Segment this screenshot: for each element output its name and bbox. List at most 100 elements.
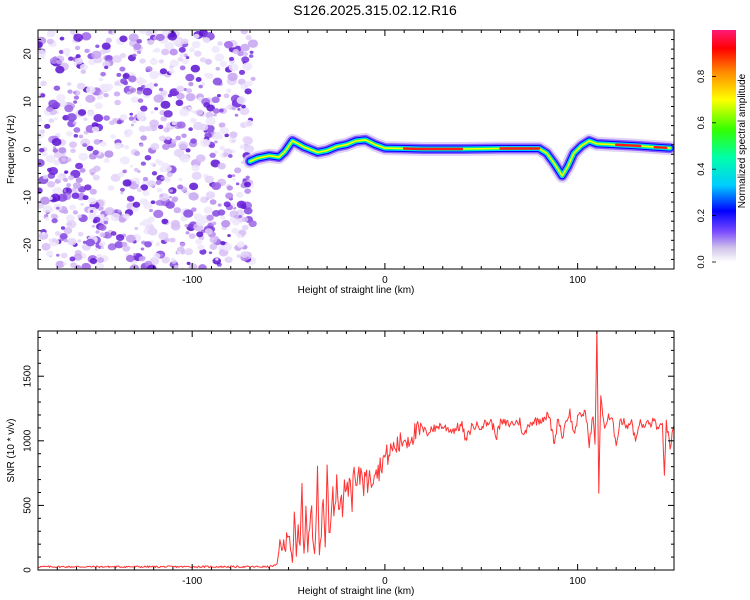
- noise-blob: [190, 109, 194, 113]
- snr-ytick-label: 1000: [23, 429, 34, 452]
- noise-blob: [98, 241, 106, 247]
- noise-blob: [196, 218, 206, 227]
- noise-blob: [140, 78, 147, 85]
- noise-blob: [83, 117, 88, 121]
- noise-blob: [114, 142, 123, 150]
- noise-blob: [241, 224, 249, 231]
- noise-blob: [38, 231, 49, 240]
- noise-blob: [145, 30, 152, 37]
- noise-blob: [102, 60, 111, 68]
- noise-blob: [241, 56, 250, 63]
- noise-blob: [177, 184, 184, 190]
- noise-blob: [103, 115, 110, 121]
- noise-blob: [147, 227, 158, 236]
- noise-blob: [95, 230, 100, 234]
- noise-blob: [66, 82, 72, 87]
- noise-blob: [60, 226, 66, 230]
- noise-blob: [236, 200, 247, 209]
- noise-blob: [176, 92, 185, 100]
- noise-blob: [75, 54, 81, 59]
- noise-blob: [48, 237, 60, 247]
- noise-blob: [228, 154, 233, 158]
- noise-blob: [64, 104, 74, 113]
- noise-blob: [150, 162, 155, 167]
- noise-blob: [53, 85, 61, 91]
- snr-xlabel: Height of straight line (km): [298, 586, 415, 597]
- noise-blob: [205, 191, 216, 199]
- noise-blob: [75, 162, 84, 170]
- noise-blob: [136, 187, 143, 193]
- noise-blob: [176, 250, 182, 255]
- noise-blob: [103, 157, 110, 163]
- noise-blob: [160, 90, 168, 96]
- noise-blob: [188, 233, 196, 239]
- ridge-peak: [653, 145, 668, 150]
- noise-blob: [152, 49, 157, 53]
- noise-blob: [236, 233, 242, 239]
- noise-blob: [118, 171, 125, 177]
- noise-blob: [118, 217, 126, 223]
- noise-blob: [234, 113, 239, 117]
- noise-blob: [184, 224, 189, 228]
- spec-xtick-label: 100: [569, 275, 586, 286]
- noise-blob: [130, 123, 135, 127]
- noise-blob: [38, 159, 45, 167]
- noise-blob: [77, 231, 84, 237]
- noise-blob: [99, 83, 109, 92]
- noise-blob: [136, 38, 143, 44]
- noise-blob: [239, 107, 250, 116]
- noise-blob: [175, 99, 184, 107]
- noise-blob: [38, 93, 41, 98]
- noise-blob: [190, 138, 197, 144]
- noise-blob: [179, 108, 190, 117]
- colorbar-tick-label: 0.4: [696, 163, 707, 176]
- noise-blob: [228, 63, 239, 72]
- noise-blob: [223, 41, 234, 49]
- snr-xtick-label: 0: [382, 576, 388, 587]
- noise-blob: [120, 187, 125, 192]
- noise-blob: [130, 96, 139, 103]
- noise-blob: [38, 41, 43, 49]
- noise-blob: [169, 88, 180, 97]
- noise-blob: [59, 36, 65, 41]
- noise-blob: [215, 257, 219, 261]
- noise-blob: [95, 44, 100, 49]
- noise-blob: [223, 201, 231, 208]
- noise-blob: [72, 91, 77, 95]
- noise-blob: [169, 189, 173, 193]
- noise-blob: [206, 214, 214, 221]
- noise-blob: [119, 35, 128, 43]
- noise-blob: [204, 228, 213, 235]
- noise-blob: [89, 188, 97, 195]
- noise-blob: [157, 124, 164, 130]
- noise-blob: [143, 201, 153, 210]
- noise-blob: [160, 176, 165, 180]
- noise-blob: [149, 208, 153, 213]
- noise-blob: [80, 202, 84, 206]
- noise-blob: [137, 98, 144, 103]
- noise-blob: [138, 30, 148, 34]
- noise-blob: [82, 195, 89, 201]
- noise-blob: [171, 121, 177, 126]
- noise-blob: [85, 94, 96, 103]
- noise-blob: [140, 135, 147, 141]
- noise-blob: [231, 227, 239, 234]
- noise-blob: [202, 37, 211, 44]
- noise-blob: [67, 237, 77, 246]
- noise-blob: [206, 104, 215, 112]
- noise-blob: [92, 149, 99, 156]
- noise-blob: [63, 227, 73, 235]
- noise-blob: [126, 91, 132, 95]
- noise-blob: [229, 217, 237, 223]
- noise-blob: [154, 107, 159, 111]
- noise-blob: [195, 238, 203, 245]
- noise-blob: [245, 35, 252, 41]
- noise-blob: [238, 69, 246, 75]
- noise-blob: [69, 204, 76, 211]
- noise-blob: [78, 186, 86, 193]
- noise-blob: [79, 167, 86, 173]
- noise-blob: [56, 253, 60, 257]
- noise-blob: [125, 234, 136, 243]
- noise-blob: [58, 49, 64, 54]
- noise-blob: [74, 57, 84, 65]
